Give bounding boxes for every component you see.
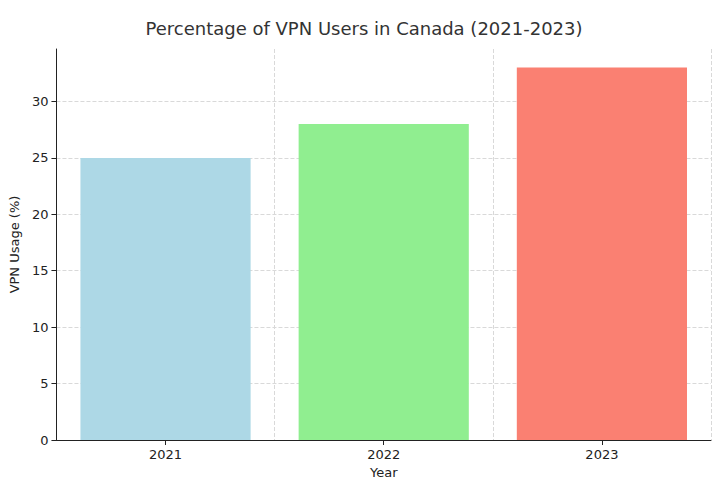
svg-text:25: 25 xyxy=(32,150,49,165)
svg-text:5: 5 xyxy=(40,376,48,391)
svg-text:20: 20 xyxy=(32,207,49,222)
svg-text:0: 0 xyxy=(40,433,48,448)
svg-text:2022: 2022 xyxy=(367,447,400,462)
svg-text:Year: Year xyxy=(369,465,398,480)
svg-text:10: 10 xyxy=(32,320,49,335)
svg-text:Percentage of VPN Users in Can: Percentage of VPN Users in Canada (2021-… xyxy=(145,18,582,39)
svg-text:30: 30 xyxy=(32,94,49,109)
svg-text:2021: 2021 xyxy=(149,447,182,462)
svg-text:2023: 2023 xyxy=(585,447,618,462)
svg-text:VPN Usage (%): VPN Usage (%) xyxy=(7,196,22,294)
svg-text:15: 15 xyxy=(32,263,49,278)
